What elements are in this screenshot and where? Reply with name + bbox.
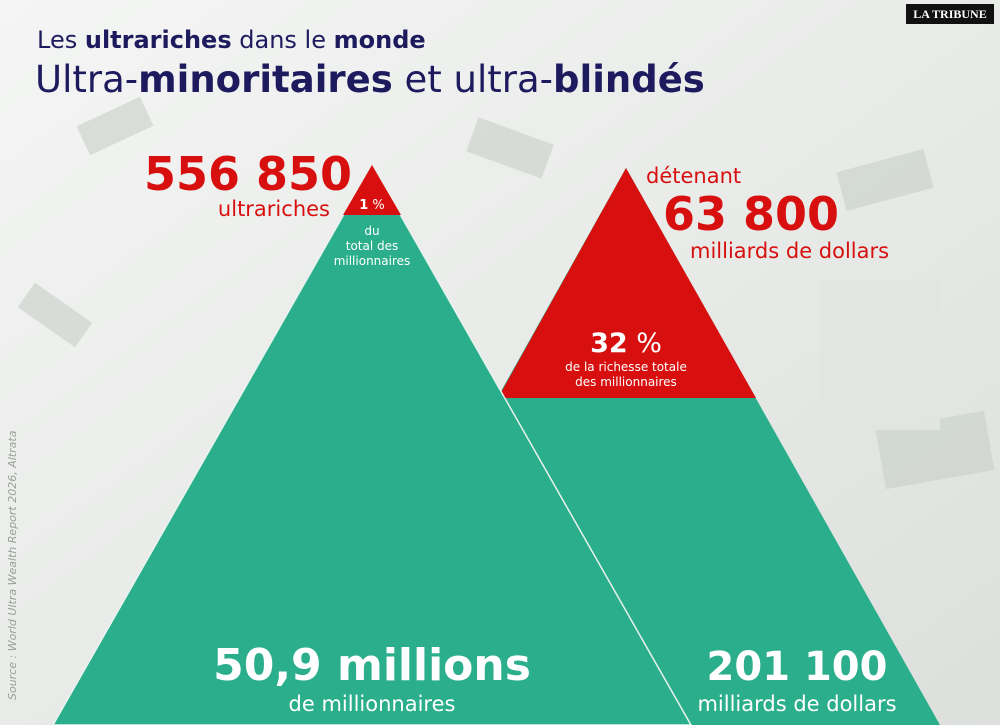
right-share-caption: des millionnaires <box>575 375 677 389</box>
brand-box <box>906 4 994 24</box>
left-share-caption: millionnaires <box>334 254 411 268</box>
source: Source : World Ultra Wealth Report 2026,… <box>6 430 19 700</box>
right-share-caption: de la richesse totale <box>565 360 687 374</box>
right-pyramid-top <box>498 168 756 398</box>
left-pyramid-top <box>343 165 401 215</box>
left-share: 1 % <box>359 198 385 213</box>
subtitle: Les ultrariches dans le monde <box>37 26 426 54</box>
banknote-decor <box>17 96 995 490</box>
left-bottom-number: 50,9 millions <box>213 640 531 691</box>
right-top-intro: détenant <box>646 164 741 188</box>
left-share-caption: du <box>364 224 379 238</box>
left-top-number: 556 850 <box>144 147 352 201</box>
share-unit: % <box>368 198 385 213</box>
right-bottom-label: milliards de dollars <box>697 692 896 716</box>
right-top-number: 63 800 <box>663 187 839 241</box>
left-bottom-label: de millionnaires <box>289 692 456 716</box>
title-part: Ultra- <box>35 58 138 101</box>
title-part: blindés <box>553 58 705 101</box>
share-value: 1 <box>359 198 368 213</box>
left-pyramid-base <box>52 163 692 725</box>
right-share: 32 % <box>590 328 662 359</box>
title: Ultra-minoritaires et ultra-blindés <box>35 58 705 101</box>
subtitle-part: monde <box>334 26 426 54</box>
title-part: minoritaires <box>138 58 393 101</box>
share-value: 32 <box>590 328 628 359</box>
subtitle-part: dans le <box>232 26 334 54</box>
title-part: et ultra- <box>393 58 553 101</box>
left-share-caption: total des <box>346 239 399 253</box>
subtitle-part: ultrariches <box>85 26 232 54</box>
right-top-label: milliards de dollars <box>690 239 889 263</box>
right-bottom-number: 201 100 <box>707 644 888 690</box>
left-top-label: ultrariches <box>218 197 330 221</box>
subtitle-part: Les <box>37 26 85 54</box>
brand: LA TRIBUNE <box>913 7 986 21</box>
share-unit: % <box>628 328 662 359</box>
